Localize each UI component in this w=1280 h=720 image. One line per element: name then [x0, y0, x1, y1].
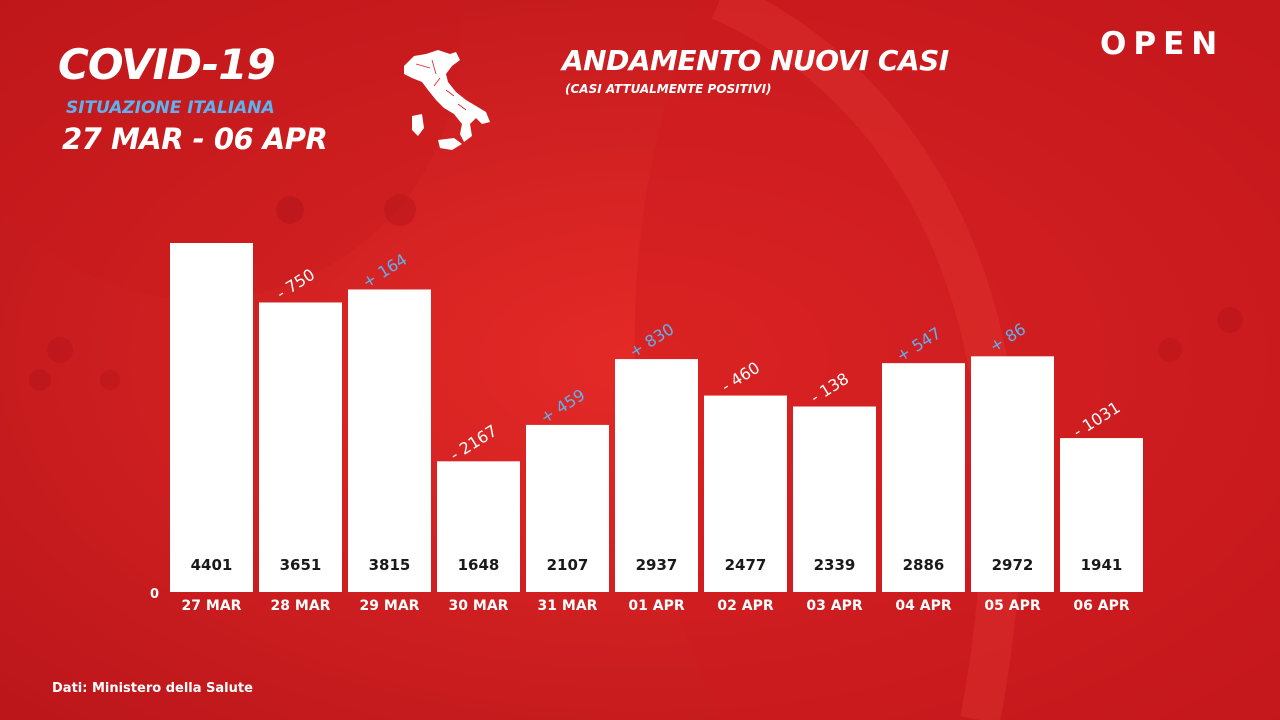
- delta-label: + 86: [986, 319, 1029, 356]
- bar: [971, 356, 1054, 592]
- x-axis-tick-label: 04 APR: [895, 598, 951, 614]
- x-axis-tick-label: 03 APR: [806, 598, 862, 614]
- bar: [704, 395, 787, 592]
- bar-value-label: 2107: [547, 556, 589, 574]
- bar: [348, 289, 431, 592]
- bar-value-label: 3651: [280, 556, 322, 574]
- bar: [526, 424, 609, 592]
- x-axis-tick-label: 29 MAR: [360, 598, 420, 614]
- delta-label: - 750: [273, 265, 318, 303]
- main-subtitle: SITUAZIONE ITALIANA: [66, 98, 275, 118]
- y-axis-tick-label: 0: [150, 587, 159, 602]
- bar-value-label: 2937: [636, 556, 678, 574]
- x-axis-tick-label: 01 APR: [628, 598, 684, 614]
- brand-logo: OPEN: [1100, 26, 1225, 62]
- bar-value-label: 2972: [992, 556, 1034, 574]
- bar-value-label: 2339: [814, 556, 856, 574]
- date-range: 27 MAR - 06 APR: [62, 122, 328, 156]
- bar: [615, 359, 698, 592]
- bar-value-label: 1648: [458, 556, 500, 574]
- chart-title: ANDAMENTO NUOVI CASI: [562, 44, 949, 77]
- italy-map-icon: [404, 50, 490, 150]
- bar: [437, 461, 520, 592]
- bar-value-label: 2886: [903, 556, 945, 574]
- delta-label: - 1031: [1070, 398, 1124, 441]
- x-axis-tick-label: 30 MAR: [449, 598, 509, 614]
- x-axis-tick-label: 05 APR: [984, 598, 1040, 614]
- x-axis-tick-label: 02 APR: [717, 598, 773, 614]
- delta-label: + 459: [537, 385, 589, 427]
- data-source: Dati: Ministero della Salute: [52, 681, 253, 696]
- bar: [1060, 438, 1143, 592]
- delta-label: - 2167: [447, 421, 501, 464]
- x-axis-tick-label: 28 MAR: [271, 598, 331, 614]
- main-title: COVID-19: [58, 40, 276, 89]
- bar: [793, 406, 876, 592]
- delta-label: - 138: [807, 369, 852, 407]
- bar-value-label: 2477: [725, 556, 767, 574]
- delta-label: + 164: [359, 250, 411, 292]
- x-axis-tick-label: 06 APR: [1073, 598, 1129, 614]
- chart-subtitle: (CASI ATTUALMENTE POSITIVI): [565, 82, 772, 96]
- bar-value-label: 4401: [191, 556, 233, 574]
- delta-label: + 830: [626, 319, 678, 361]
- bar: [882, 363, 965, 592]
- bar-value-label: 1941: [1081, 556, 1123, 574]
- x-axis-tick-label: 27 MAR: [182, 598, 242, 614]
- bar-value-label: 3815: [369, 556, 411, 574]
- delta-label: - 460: [718, 358, 763, 396]
- x-axis-tick-label: 31 MAR: [538, 598, 598, 614]
- bar: [170, 243, 253, 592]
- bar: [259, 302, 342, 592]
- delta-label: + 547: [893, 323, 945, 365]
